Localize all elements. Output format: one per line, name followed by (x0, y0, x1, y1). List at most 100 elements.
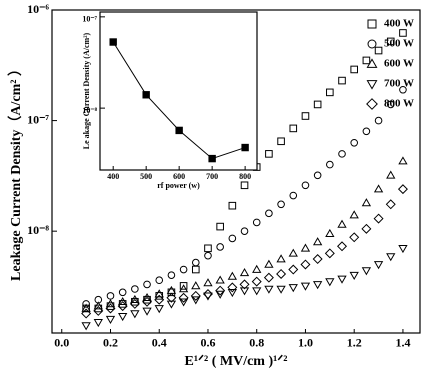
data-point (106, 292, 115, 300)
y-tick-label: 10⁻⁸ (27, 223, 49, 237)
legend-label: 800 W (384, 98, 414, 110)
x-tick-label: 1.2 (347, 336, 362, 350)
data-point (191, 258, 200, 267)
data-point (373, 261, 384, 270)
data-point (265, 150, 273, 158)
data-point (131, 285, 139, 293)
data-point (398, 156, 408, 165)
data-point (361, 223, 372, 234)
data-point (175, 126, 183, 135)
data-point (190, 290, 201, 301)
data-point (397, 184, 408, 195)
data-point (325, 228, 335, 237)
data-point (277, 200, 285, 209)
data-point (324, 248, 335, 259)
data-point (251, 276, 262, 287)
legend-label: 600 W (384, 58, 414, 70)
data-point (142, 296, 153, 307)
data-point (154, 294, 165, 305)
data-point (240, 181, 249, 190)
legend-label: 500 W (384, 38, 414, 50)
data-point (265, 209, 273, 218)
data-point (301, 181, 310, 190)
x-axis-title: E¹ᐟ² ( MV/cm )¹ᐟ² (185, 354, 288, 369)
legend-label: 700 W (384, 78, 414, 90)
data-point (313, 100, 322, 109)
data-point (398, 244, 408, 254)
data-point (326, 88, 334, 97)
x-tick-label: 600 (173, 172, 185, 181)
data-point (166, 292, 177, 303)
y-axis-title: Le akage Current Density (A/cm²) (82, 32, 91, 149)
data-point (129, 298, 140, 309)
data-point (362, 127, 371, 136)
x-tick-label: 800 (239, 172, 251, 181)
x-tick-label: 400 (107, 172, 119, 181)
data-point (105, 303, 116, 314)
y-axis-title: Leakage Current Density（A/cm² ） (8, 62, 24, 281)
x-tick-label: 0.2 (103, 336, 118, 350)
legend-marker (367, 19, 377, 29)
data-point (373, 184, 384, 193)
data-point (179, 265, 188, 274)
data-point (301, 112, 310, 120)
x-tick-label: 0.0 (54, 336, 69, 350)
data-point (93, 305, 104, 316)
data-point (142, 292, 152, 302)
data-point (239, 279, 250, 290)
data-point (154, 305, 164, 314)
data-point (178, 284, 189, 293)
data-point (228, 234, 237, 243)
data-point (105, 315, 116, 324)
data-point (373, 213, 384, 224)
data-point (263, 272, 274, 283)
data-point (227, 282, 238, 293)
data-point (167, 271, 176, 279)
data-point (386, 170, 396, 179)
data-point (337, 275, 347, 284)
y-tick-label: 10⁻⁷ (82, 15, 97, 24)
data-point (117, 301, 128, 312)
data-point (228, 201, 237, 210)
data-point (216, 243, 224, 251)
data-point (325, 278, 335, 287)
data-point (361, 198, 372, 207)
data-point (178, 298, 189, 307)
data-point (203, 278, 213, 287)
data-point (350, 138, 358, 147)
data-point (143, 280, 151, 289)
y-tick-label: 10⁻⁷ (27, 112, 49, 126)
legend-marker (366, 58, 378, 68)
data-point (215, 290, 225, 299)
data-point (337, 219, 347, 228)
data-point (349, 210, 359, 219)
data-point (155, 276, 164, 285)
data-point (179, 282, 188, 290)
data-point (227, 289, 238, 298)
data-point (338, 76, 346, 85)
legend-label: 400 W (384, 18, 414, 30)
data-point (178, 292, 189, 303)
legend-marker (367, 39, 377, 49)
data-point (386, 253, 396, 262)
data-point (289, 191, 298, 200)
legend-marker (366, 80, 378, 90)
data-point (385, 199, 396, 210)
data-point (277, 137, 285, 146)
x-tick-label: 0.6 (200, 336, 215, 350)
data-point (374, 46, 383, 55)
plot-frame (99, 11, 258, 171)
data-point (386, 100, 395, 109)
data-point (142, 91, 150, 99)
data-point (239, 287, 250, 296)
data-point (313, 171, 322, 180)
x-tick-label: 700 (206, 172, 218, 181)
data-point (81, 303, 91, 312)
data-point (215, 275, 225, 284)
data-point (300, 259, 311, 270)
data-point (241, 143, 249, 152)
data-point (239, 268, 250, 277)
x-tick-label: 500 (140, 172, 152, 181)
data-point (227, 271, 238, 280)
